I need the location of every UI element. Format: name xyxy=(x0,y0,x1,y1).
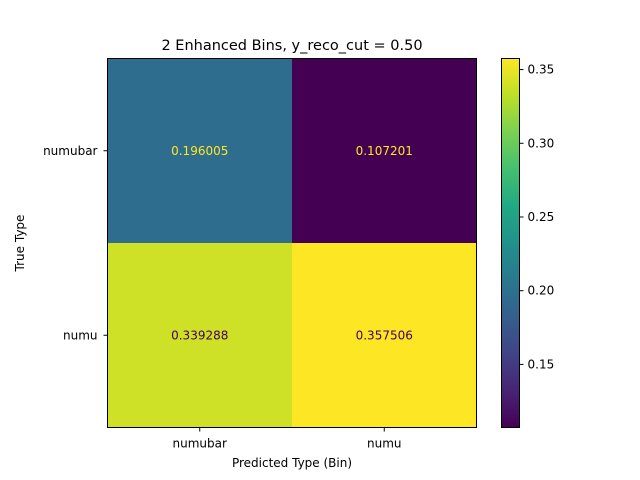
y-axis-ticks: numubar numu xyxy=(43,144,108,342)
cell-value-label: 0.107201 xyxy=(356,144,413,158)
heatmap-cells: 0.196005 0.107201 0.339288 0.357506 xyxy=(107,58,477,428)
colorbar-tick-label: 0.25 xyxy=(528,210,555,224)
y-axis-label: True Type xyxy=(13,215,27,273)
y-tick-label: numubar xyxy=(43,144,97,158)
cell-value-label: 0.357506 xyxy=(356,328,413,342)
x-axis-label: Predicted Type (Bin) xyxy=(232,456,352,470)
x-tick-label: numu xyxy=(367,437,402,451)
colorbar-ticks: 0.15 0.20 0.25 0.30 0.35 xyxy=(519,63,555,371)
chart-title: 2 Enhanced Bins, y_reco_cut = 0.50 xyxy=(161,38,422,54)
x-tick-label: numubar xyxy=(173,437,227,451)
colorbar-tick-label: 0.15 xyxy=(528,357,555,371)
colorbar xyxy=(501,58,520,428)
plot-frame xyxy=(107,58,477,428)
heatmap-cell xyxy=(107,243,293,428)
heatmap-cell xyxy=(292,58,477,244)
cell-value-label: 0.196005 xyxy=(171,144,228,158)
x-axis-ticks: numubar numu xyxy=(173,427,402,451)
heatmap-cell xyxy=(292,243,477,428)
y-tick-label: numu xyxy=(63,328,98,342)
colorbar-tick-label: 0.20 xyxy=(528,284,555,298)
colorbar-tick-label: 0.35 xyxy=(528,63,555,77)
heatmap-cell xyxy=(107,58,293,244)
colorbar-tick-label: 0.30 xyxy=(528,136,555,150)
cell-value-label: 0.339288 xyxy=(171,328,228,342)
